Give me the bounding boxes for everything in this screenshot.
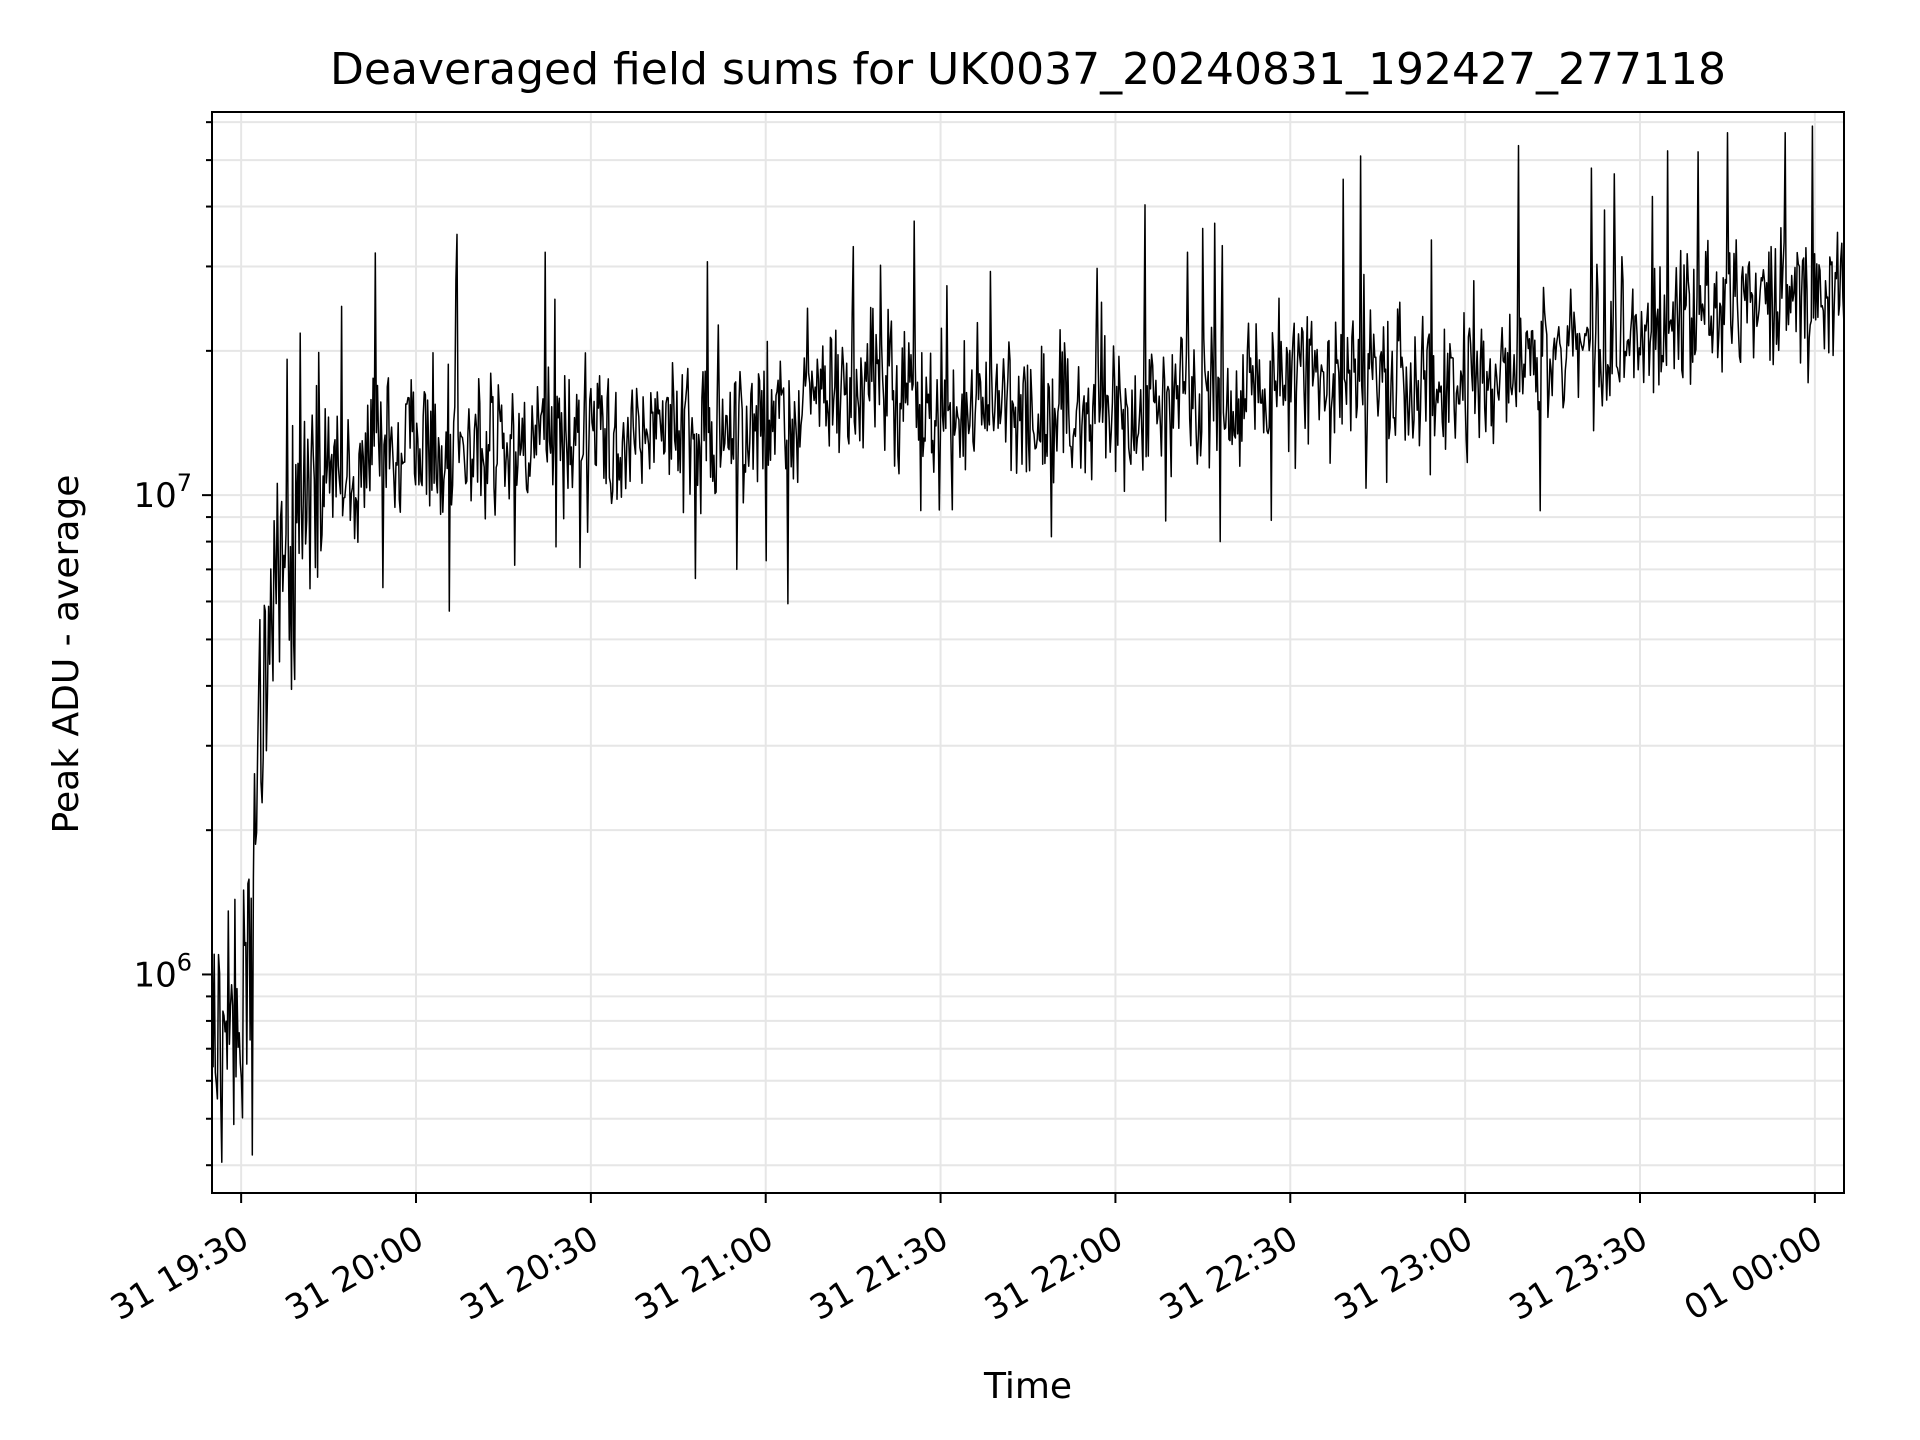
series-line <box>211 125 1845 1163</box>
plot-frame <box>211 111 1845 1194</box>
x-axis-label: Time <box>983 1366 1072 1407</box>
y-tick-label: 107 <box>133 469 192 516</box>
chart-title: Deaveraged field sums for UK0037_2024083… <box>330 44 1726 95</box>
gridlines <box>212 112 1844 1193</box>
y-tick-label: 106 <box>133 948 192 995</box>
y-axis: 106 107 <box>133 121 212 1167</box>
y-axis-label: Peak ADU - average <box>46 475 87 834</box>
